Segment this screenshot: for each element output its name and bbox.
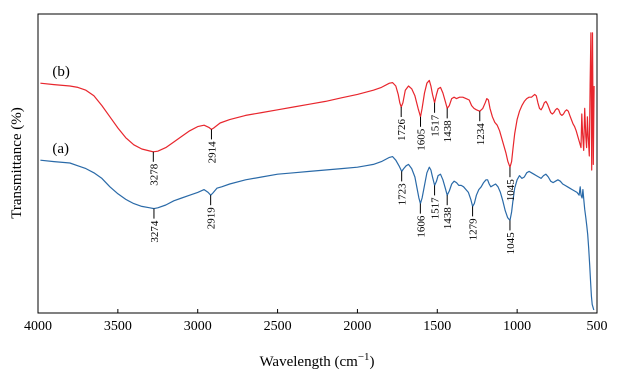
x-axis-title-main: Wavelength (cm [259, 354, 358, 370]
peak-label-2914: 2914 [206, 141, 218, 164]
x-axis-ticks: 4000 3500 3000 2500 2000 1500 1000 500 [24, 309, 608, 334]
x-tick-label-2000: 2000 [343, 319, 371, 334]
series-label-a: (a) [52, 141, 69, 157]
peak-label-1723: 1723 [397, 183, 409, 206]
series-line-a [40, 156, 595, 311]
plot-frame [37, 13, 598, 314]
x-axis-title-close: ) [370, 354, 375, 370]
peak-label-1517: 1517 [430, 197, 442, 220]
x-tick-label-500: 500 [587, 319, 608, 334]
peak-label-1606: 1606 [415, 215, 427, 238]
series-layer [40, 32, 595, 311]
peak-label-1517: 1517 [430, 114, 442, 137]
x-tick-label-2500: 2500 [264, 319, 292, 334]
x-tick-label-1000: 1000 [503, 319, 531, 334]
x-tick-label-3000: 3000 [184, 319, 212, 334]
peak-label-1045: 1045 [505, 179, 517, 202]
series-line-b [40, 32, 595, 171]
peak-label-1279: 1279 [468, 218, 480, 241]
peak-label-3274: 3274 [149, 220, 161, 243]
x-axis-title-superscript: −1 [358, 351, 370, 363]
peak-label-1438: 1438 [442, 207, 454, 230]
x-tick-label-1500: 1500 [423, 319, 451, 334]
series-label-b: (b) [52, 64, 70, 80]
peak-label-1605: 1605 [416, 128, 428, 151]
peak-label-1726: 1726 [396, 119, 408, 142]
peak-label-1045: 1045 [505, 232, 517, 255]
series-labels: (b) (a) [52, 64, 70, 157]
peak-label-2919: 2919 [206, 207, 218, 230]
peak-label-3278: 3278 [148, 163, 160, 186]
x-tick-label-3500: 3500 [104, 319, 132, 334]
x-axis-title: Wavelength (cm−1) [259, 351, 374, 370]
x-tick-label-4000: 4000 [24, 319, 52, 334]
peak-label-1438: 1438 [442, 120, 454, 142]
y-axis-title: Transmittance (%) [9, 107, 25, 219]
peak-label-1234: 1234 [475, 123, 487, 146]
